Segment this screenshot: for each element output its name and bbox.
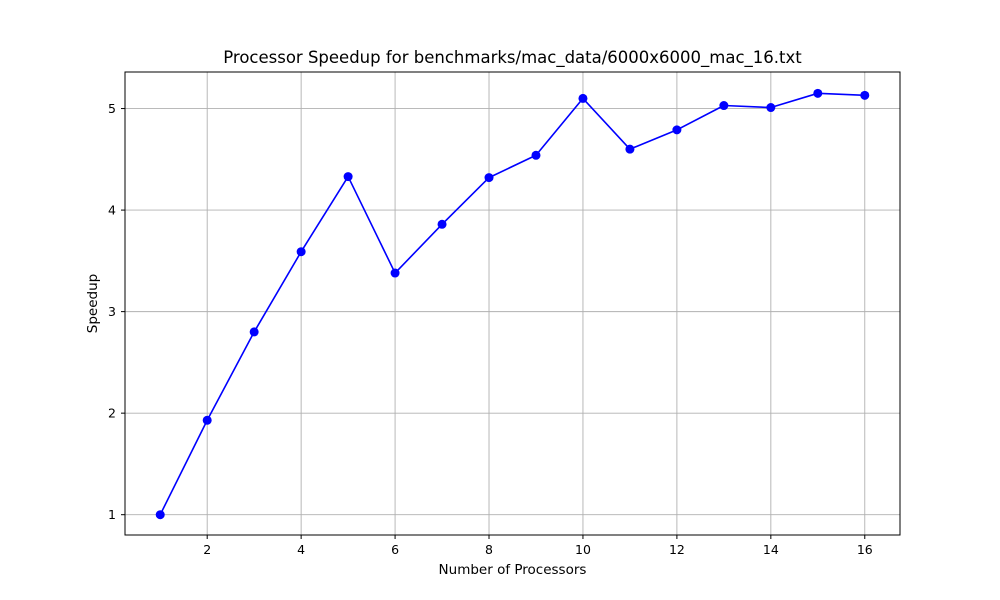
x-axis-label: Number of Processors [439,562,587,578]
data-point [531,150,541,160]
x-tick-label: 10 [575,542,591,557]
data-point [249,327,259,337]
data-point [437,219,447,229]
data-point [390,268,400,278]
plot-area-frame [124,71,901,536]
x-tick-label: 14 [763,542,779,557]
y-tick-label: 4 [108,203,116,218]
x-tick-label: 12 [669,542,685,557]
y-tick-label: 5 [108,101,116,116]
data-point [155,510,165,520]
data-point [766,103,776,113]
y-tick-label: 1 [108,507,116,522]
x-tick-label: 2 [203,542,211,557]
y-tick-label: 2 [108,406,116,421]
y-tick-label: 3 [108,304,116,319]
chart-title: Processor Speedup for benchmarks/mac_dat… [223,48,802,68]
data-point [860,90,870,100]
data-point [578,93,588,103]
data-point [202,415,212,425]
data-series [155,88,870,520]
data-point [625,144,635,154]
data-point [719,101,729,111]
x-tick-label: 6 [391,542,399,557]
x-tick-label: 4 [297,542,305,557]
data-point [672,125,682,135]
data-point [343,172,353,182]
x-tick-label: 16 [857,542,873,557]
y-axis-label: Speedup [85,274,101,333]
series-line [159,92,865,516]
data-point [813,88,823,98]
data-point [296,247,306,257]
data-point [484,173,494,183]
x-tick-label: 8 [485,542,493,557]
